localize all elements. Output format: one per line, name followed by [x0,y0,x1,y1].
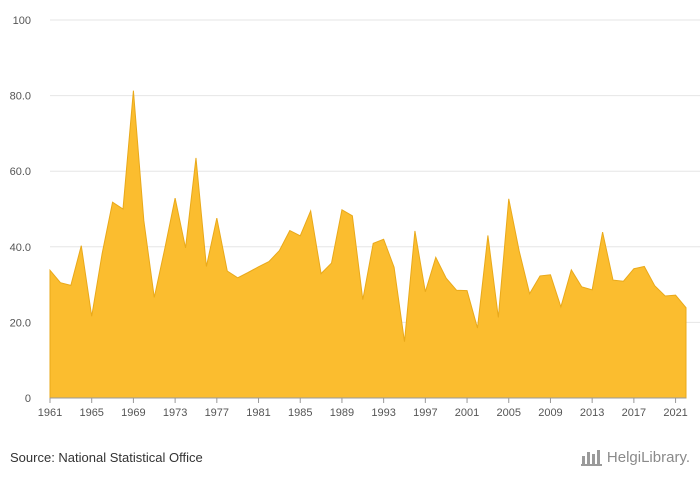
area-series [49,90,687,399]
brand-text: HelgiLibrary. [606,448,690,466]
x-tick-label: 1961 [38,407,62,419]
x-tick-label: 1973 [163,407,187,419]
y-tick-label: 20.0 [10,317,31,329]
x-tick-label: 2009 [538,407,562,419]
x-tick-label: 2005 [497,407,521,419]
y-axis: 0 20.0 40.0 60.0 80.0 100 [10,15,31,405]
helgi-library-logo-icon [580,448,603,466]
x-tick-label: 2013 [580,407,604,419]
area-chart: 0 20.0 40.0 60.0 80.0 100 1961 1965 1969 1973 197… [10,15,700,419]
x-tick-label: 1981 [246,407,270,419]
x-tick-label: 1977 [205,407,229,419]
x-tick-label: 2021 [663,407,687,419]
y-tick-label: 80.0 [10,91,31,103]
x-tick-label: 1969 [121,407,145,419]
x-tick-label: 2017 [622,407,646,419]
x-tick-labels: 1961 1965 1969 1973 1977 1981 1985 1989 1993 1997… [38,407,688,419]
x-tick-label: 1989 [330,407,354,419]
x-tick-label: 1993 [371,407,395,419]
x-tick-label: 1997 [413,407,437,419]
x-tick-label: 2001 [455,407,479,419]
y-tick-label: 40.0 [10,242,31,254]
y-tick-label: 0 [25,393,31,405]
source-note: Source: National Statistical Office [10,450,203,465]
x-axis [49,397,686,403]
y-tick-label: 60.0 [10,166,31,178]
area-fill [49,90,687,399]
x-tick-label: 1965 [79,407,103,419]
x-tick-label: 1985 [288,407,312,419]
brand-logo[interactable]: HelgiLibrary. [580,448,690,466]
y-tick-label: 100 [13,15,31,27]
